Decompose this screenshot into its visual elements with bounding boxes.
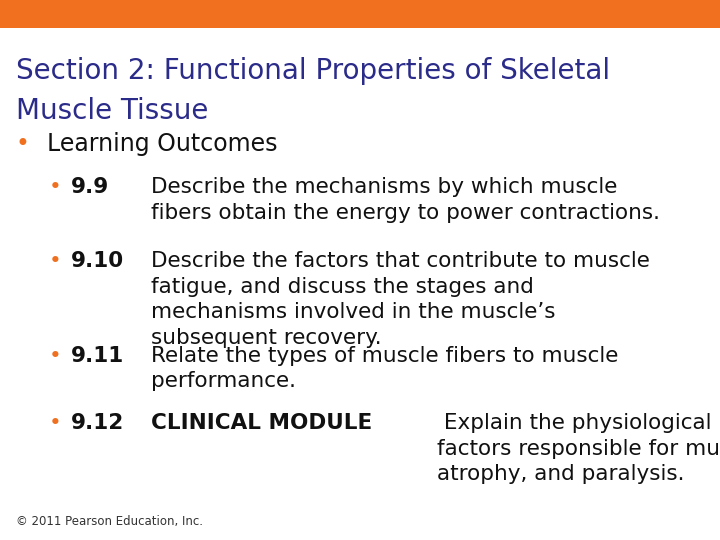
Text: 9.12: 9.12	[71, 413, 124, 433]
Text: •: •	[49, 413, 62, 433]
Text: •: •	[49, 346, 62, 366]
Text: Explain the physiological
factors responsible for muscle hypertrophy,
atrophy, a: Explain the physiological factors respon…	[437, 413, 720, 484]
Text: © 2011 Pearson Education, Inc.: © 2011 Pearson Education, Inc.	[16, 515, 203, 528]
Text: 9.11: 9.11	[71, 346, 124, 366]
Text: •: •	[49, 177, 62, 197]
Text: Learning Outcomes: Learning Outcomes	[47, 132, 277, 156]
Text: •: •	[49, 251, 62, 271]
Text: Relate the types of muscle fibers to muscle
performance.: Relate the types of muscle fibers to mus…	[151, 346, 618, 391]
Text: Muscle Tissue: Muscle Tissue	[16, 97, 208, 125]
Text: Section 2: Functional Properties of Skeletal: Section 2: Functional Properties of Skel…	[16, 57, 610, 85]
Text: 9.10: 9.10	[71, 251, 124, 271]
Text: Describe the factors that contribute to muscle
fatigue, and discuss the stages a: Describe the factors that contribute to …	[151, 251, 650, 348]
Text: 9.9: 9.9	[71, 177, 109, 197]
Bar	[0, 0, 720, 28]
Text: Describe the mechanisms by which muscle
fibers obtain the energy to power contra: Describe the mechanisms by which muscle …	[151, 177, 660, 222]
Text: •: •	[16, 132, 30, 156]
Text: CLINICAL MODULE: CLINICAL MODULE	[151, 413, 372, 433]
